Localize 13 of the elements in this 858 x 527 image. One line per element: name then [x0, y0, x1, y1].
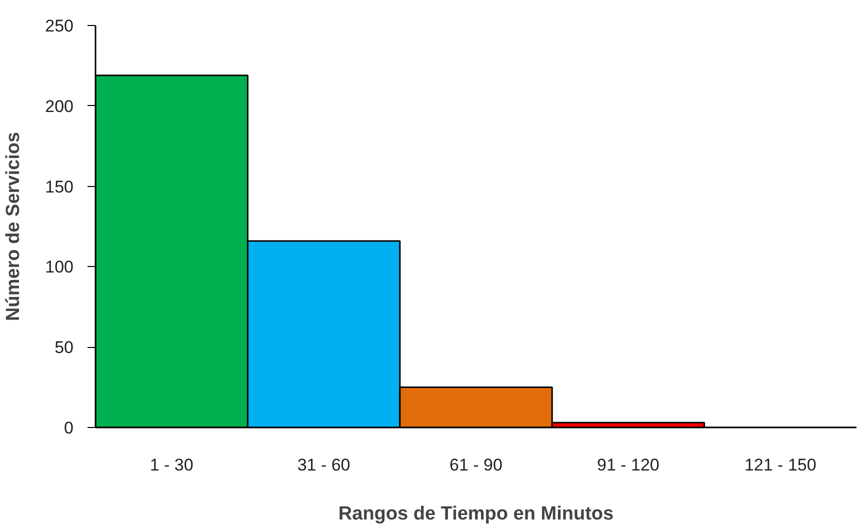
x-tick-label: 121 - 150	[744, 456, 816, 474]
x-axis-title: Rangos de Tiempo en Minutos	[338, 504, 614, 524]
x-tick-label: 61 - 90	[450, 456, 502, 474]
x-tick-label: 1 - 30	[150, 456, 194, 474]
y-tick-label: 100	[45, 258, 74, 277]
y-axis-title: Número de Servicios	[3, 132, 24, 322]
y-tick-label: 0	[64, 418, 74, 438]
x-tick-label: 31 - 60	[297, 456, 350, 474]
y-tick-label: 200	[45, 96, 74, 116]
x-tick-label: 91 - 120	[597, 456, 660, 474]
y-tick-label: 150	[45, 177, 74, 196]
y-tick-label: 50	[54, 338, 74, 358]
y-tick-label: 250	[45, 16, 74, 36]
